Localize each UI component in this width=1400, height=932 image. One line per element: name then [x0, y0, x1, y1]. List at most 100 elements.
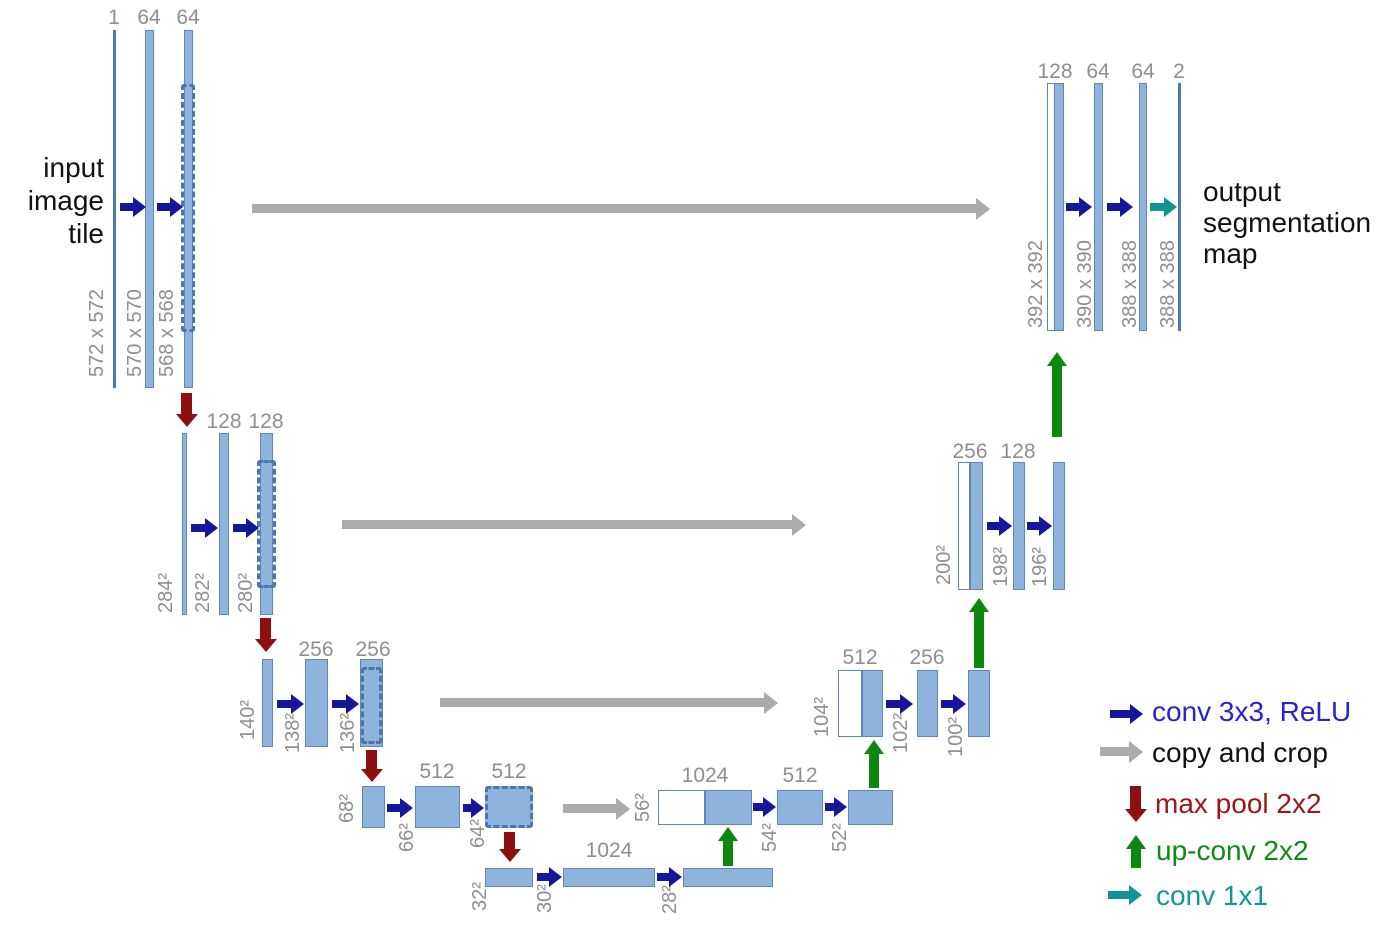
enc4-input-map	[362, 786, 385, 828]
max-pool-arrow	[366, 750, 377, 769]
max-pool-arrow	[504, 832, 515, 849]
conv-arrow	[941, 700, 953, 708]
dec3-feature-map-2	[968, 670, 990, 737]
spatial-dim-label: 284²	[155, 572, 177, 613]
spatial-dim-label: 32²	[469, 882, 491, 911]
spatial-dim-label: 104²	[811, 696, 833, 737]
channel-count-label: 256	[298, 638, 334, 661]
copy-crop-arrow-level2	[342, 520, 792, 529]
dec1-feature-map-1	[1094, 83, 1103, 331]
channel-count-label: 64	[137, 6, 161, 29]
channel-count-label: 512	[842, 646, 878, 669]
channel-count-label: 256	[355, 638, 391, 661]
dec2-feature-map-2	[1053, 462, 1065, 590]
channel-count-label: 256	[909, 646, 945, 669]
dec4-copied-feature-map	[658, 790, 705, 825]
channel-count-label: 1024	[585, 839, 633, 862]
spatial-dim-label: 390 x 390	[1074, 240, 1096, 328]
conv-arrow	[191, 524, 205, 532]
conv-arrow	[277, 700, 291, 708]
spatial-dim-label: 100²	[945, 716, 967, 757]
enc1-feature-map-1	[145, 30, 154, 388]
conv-arrow	[1107, 203, 1120, 211]
conv-arrow	[1027, 522, 1039, 530]
enc1-input-map	[113, 30, 116, 388]
channel-count-label: 1024	[681, 764, 729, 787]
channel-count-label: 64	[1086, 60, 1110, 83]
channel-count-label: 512	[491, 760, 527, 783]
channel-count-label: 128	[1037, 60, 1073, 83]
spatial-dim-label: 572 x 572	[86, 289, 108, 377]
conv-arrow	[825, 803, 834, 811]
spatial-dim-label: 54²	[759, 823, 781, 852]
enc2-input-map	[182, 433, 187, 615]
up-conv-arrow	[723, 841, 733, 866]
conv-arrow	[1066, 203, 1079, 211]
dec4-upconv-map	[705, 790, 752, 825]
legend-conv1x1-arrow-icon	[1108, 891, 1129, 899]
spatial-dim-label: 198²	[990, 546, 1012, 587]
conv-1x1-arrow	[1150, 203, 1164, 211]
legend-copy-crop-arrow-icon	[1100, 747, 1129, 756]
spatial-dim-label: 28²	[659, 885, 681, 914]
channel-count-label: 2	[1173, 60, 1185, 83]
spatial-dim-label: 282²	[192, 572, 214, 613]
spatial-dim-label: 30²	[534, 884, 556, 913]
legend-max-pool-arrow-icon	[1130, 786, 1141, 809]
copy-crop-arrow-level1	[252, 204, 976, 213]
spatial-dim-label: 102²	[890, 712, 912, 753]
enc4-feature-map-1	[415, 786, 460, 828]
spatial-dim-label: 56²	[632, 793, 654, 822]
enc1-crop-region-outline	[181, 84, 195, 332]
input-caption-line: tile	[68, 218, 104, 249]
output-caption-line: segmentation	[1203, 207, 1372, 238]
enc2-crop-region-outline	[257, 460, 276, 588]
conv-arrow	[120, 203, 133, 211]
input-caption-line: image	[27, 185, 104, 216]
spatial-dim-label: 388 x 388	[1119, 240, 1141, 328]
channel-count-label: 128	[248, 410, 284, 433]
legend-item-conv3x3: conv 3x3, ReLU	[1152, 696, 1352, 727]
channel-count-label: 256	[952, 440, 988, 463]
dec2-upconv-map	[970, 462, 983, 590]
input-caption: input image tile	[8, 151, 104, 250]
channel-count-label: 64	[176, 6, 200, 29]
conv-arrow	[233, 524, 246, 532]
up-conv-arrow	[869, 754, 879, 788]
bottleneck-feature-map-2	[683, 868, 773, 887]
spatial-dim-label: 388 x 388	[1157, 240, 1179, 328]
dec1-feature-map-2	[1139, 83, 1147, 331]
enc2-feature-map-1	[219, 433, 229, 615]
dec1-output-map	[1178, 83, 1181, 331]
spatial-dim-label: 196²	[1029, 546, 1051, 587]
spatial-dim-label: 52²	[829, 823, 851, 852]
enc3-feature-map-1	[305, 659, 328, 747]
conv-arrow	[537, 873, 549, 881]
dec3-copied-feature-map	[838, 670, 862, 737]
channel-count-label: 512	[419, 760, 455, 783]
output-caption: output segmentation map	[1203, 176, 1371, 269]
enc3-crop-region-outline	[361, 667, 382, 744]
up-conv-arrow	[1052, 366, 1062, 437]
enc3-input-map	[262, 659, 273, 747]
input-caption-line: input	[43, 152, 104, 183]
conv-arrow	[387, 804, 400, 812]
spatial-dim-label: 140²	[237, 699, 259, 740]
dec4-feature-map-1	[777, 790, 823, 825]
legend-item-max-pool: max pool 2x2	[1155, 788, 1322, 819]
conv-arrow	[463, 804, 471, 812]
conv-arrow	[886, 700, 900, 708]
enc4-feature-map-2-cropped	[485, 786, 533, 828]
channel-count-label: 1	[108, 6, 120, 29]
legend-item-conv1x1: conv 1x1	[1156, 880, 1269, 911]
output-caption-line: map	[1203, 238, 1258, 269]
dec4-feature-map-2	[848, 790, 893, 825]
conv-arrow	[753, 803, 763, 811]
channel-count-label: 128	[206, 410, 242, 433]
spatial-dim-label: 200²	[933, 544, 955, 585]
conv-arrow	[332, 700, 346, 708]
spatial-dim-label: 568 x 568	[156, 289, 178, 377]
copy-crop-arrow-level3	[440, 698, 764, 707]
conv-arrow	[987, 522, 999, 530]
